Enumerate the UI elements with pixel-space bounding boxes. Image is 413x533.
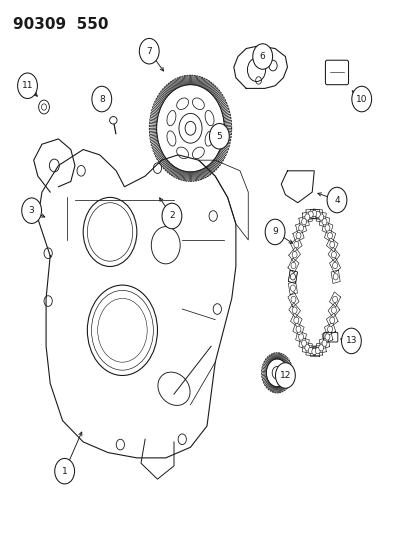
Circle shape — [321, 219, 326, 225]
Circle shape — [290, 285, 294, 292]
Circle shape — [161, 203, 181, 229]
Circle shape — [331, 252, 336, 258]
Circle shape — [92, 86, 112, 112]
Circle shape — [209, 124, 229, 149]
Circle shape — [351, 86, 371, 112]
Circle shape — [329, 241, 334, 248]
Circle shape — [341, 328, 361, 354]
Circle shape — [290, 273, 294, 280]
Circle shape — [293, 317, 298, 324]
Circle shape — [332, 296, 337, 303]
Circle shape — [298, 334, 303, 340]
Text: 10: 10 — [355, 94, 367, 103]
Circle shape — [265, 219, 284, 245]
Circle shape — [290, 296, 295, 303]
Text: 11: 11 — [22, 81, 33, 90]
Circle shape — [332, 262, 337, 269]
Text: 1: 1 — [62, 467, 67, 475]
Circle shape — [324, 334, 329, 340]
Circle shape — [308, 348, 313, 354]
Circle shape — [301, 219, 306, 225]
Circle shape — [304, 214, 309, 220]
Circle shape — [275, 363, 294, 388]
Circle shape — [332, 273, 337, 280]
Circle shape — [18, 73, 37, 99]
Circle shape — [311, 210, 316, 216]
Circle shape — [324, 225, 329, 231]
Circle shape — [139, 38, 159, 64]
Text: 13: 13 — [345, 336, 356, 345]
Circle shape — [292, 307, 297, 313]
Circle shape — [295, 326, 300, 333]
Circle shape — [304, 345, 309, 351]
Text: 7: 7 — [146, 47, 152, 55]
Text: 4: 4 — [333, 196, 339, 205]
Circle shape — [290, 273, 294, 280]
Circle shape — [22, 198, 41, 223]
Circle shape — [318, 214, 323, 220]
Circle shape — [295, 232, 300, 239]
Circle shape — [290, 262, 295, 269]
Circle shape — [308, 211, 313, 217]
Text: 3: 3 — [28, 206, 34, 215]
Circle shape — [301, 340, 306, 346]
Text: 2: 2 — [169, 212, 174, 221]
Circle shape — [311, 349, 316, 355]
Circle shape — [293, 241, 298, 248]
Circle shape — [329, 317, 334, 324]
Text: 12: 12 — [279, 371, 290, 380]
Circle shape — [315, 211, 320, 217]
Text: 6: 6 — [259, 52, 265, 61]
Circle shape — [326, 187, 346, 213]
Circle shape — [315, 348, 320, 354]
Circle shape — [321, 340, 326, 346]
Circle shape — [327, 326, 332, 333]
Circle shape — [298, 225, 303, 231]
Text: 8: 8 — [99, 94, 104, 103]
Circle shape — [292, 252, 297, 258]
Circle shape — [55, 458, 74, 484]
Circle shape — [331, 307, 336, 313]
Circle shape — [252, 44, 272, 69]
Text: 5: 5 — [216, 132, 222, 141]
Text: 9: 9 — [272, 228, 277, 237]
Text: 90309  550: 90309 550 — [13, 17, 108, 31]
Circle shape — [318, 345, 323, 351]
Circle shape — [327, 232, 332, 239]
